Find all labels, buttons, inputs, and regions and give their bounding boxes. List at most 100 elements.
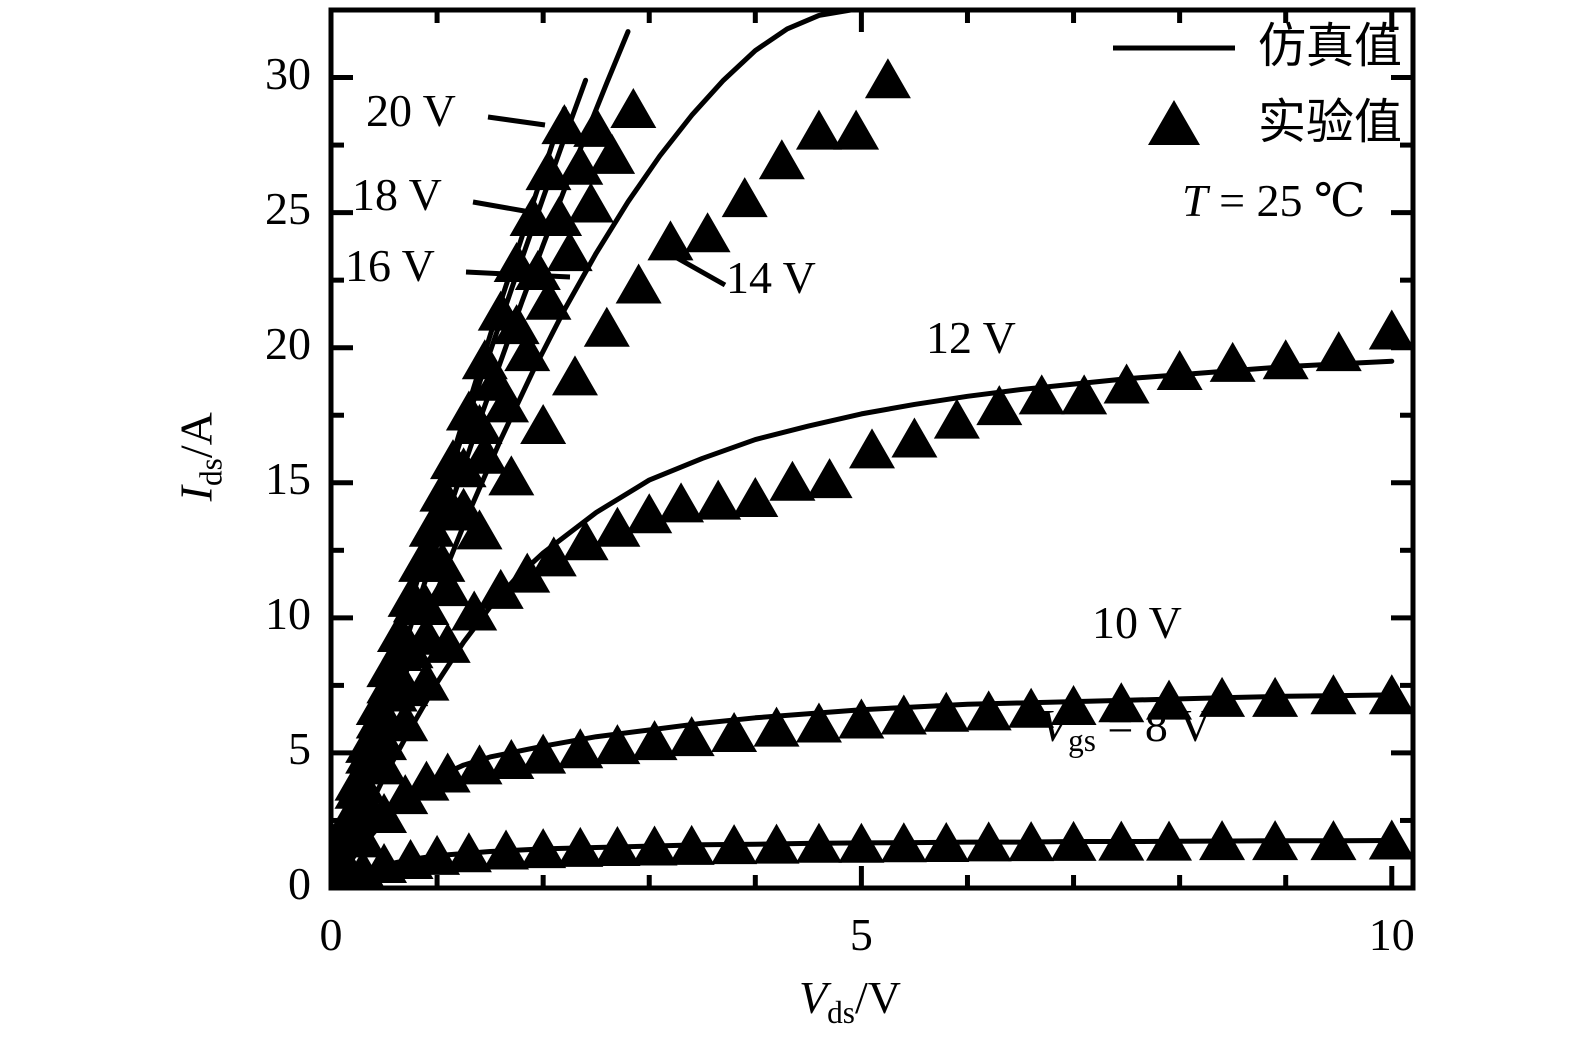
exp-marker-triangle (891, 417, 938, 458)
exp-marker-triangle (658, 482, 705, 523)
exp-marker-triangle (769, 460, 816, 501)
y-tick-label: 10 (265, 587, 311, 639)
exp-marker-triangle (461, 433, 508, 474)
exp-marker-triangle (1310, 820, 1357, 861)
exp-marker-triangle (594, 724, 641, 765)
temperature-symbol: T (1182, 175, 1208, 226)
exp-marker-triangle (424, 622, 471, 663)
exp-marker-triangle (1146, 679, 1193, 720)
exp-marker-triangle (711, 712, 758, 753)
data-series-layer (331, 10, 1413, 888)
exp-marker-triangle (419, 541, 466, 582)
exp-marker-triangle (483, 382, 530, 423)
exp-marker-triangle (965, 690, 1012, 731)
exp-marker-triangle (1199, 676, 1246, 717)
exp-marker-triangle (864, 58, 911, 99)
exp-marker-triangle (626, 493, 673, 534)
exp-marker-triangle (483, 829, 530, 870)
exp-marker-triangle (732, 476, 779, 517)
exp-marker-triangle (1061, 374, 1108, 415)
exp-marker-triangle (451, 590, 498, 631)
exp-marker-triangle (610, 87, 657, 128)
exp-marker-triangle (536, 196, 583, 237)
curve-label-18v: 18 V (352, 169, 442, 220)
exp-marker-triangle (711, 824, 758, 865)
exp-marker-triangle (594, 506, 641, 547)
curve-label-20v: 20 V (366, 85, 456, 136)
exp-marker-triangle (514, 250, 561, 291)
exp-marker-triangle (695, 479, 742, 520)
exp-marker-triangle (933, 398, 980, 439)
exp-marker-triangle (1368, 819, 1413, 860)
exp-marker-triangle (1008, 821, 1055, 862)
x-tick-label: 5 (849, 909, 873, 960)
x-axis-subscript: ds (827, 995, 855, 1031)
curve-label-14v: 14 V (726, 252, 816, 303)
y-tick-label: 5 (288, 722, 311, 774)
x-axis-symbol: V (799, 972, 828, 1023)
exp-marker-triangle (1252, 820, 1299, 861)
exp-marker-triangle (880, 694, 927, 735)
annotation-leader (472, 199, 531, 215)
exp-marker-triangle (530, 536, 577, 577)
legend-label-simulated: 仿真值 (1258, 18, 1403, 74)
curve-label-16v: 16 V (345, 240, 435, 291)
exp-marker-triangle (1103, 363, 1150, 404)
exp-marker-triangle (382, 774, 429, 815)
exp-marker-triangle (445, 832, 492, 873)
curve-label-10v: 10 V (1092, 597, 1182, 648)
exp-marker-triangle (923, 821, 970, 862)
exp-marker-triangle (525, 279, 572, 320)
annotation-leaders (465, 114, 727, 288)
exp-marker-triangle (833, 109, 880, 150)
exp-marker-triangle (1368, 674, 1413, 715)
x-axis-title: Vds/V (700, 972, 1000, 1031)
exp-marker-triangle (583, 306, 630, 347)
exp-marker-triangle (1368, 309, 1413, 350)
exp-marker-triangle (1050, 820, 1097, 861)
exp-marker-triangle (456, 509, 503, 550)
legend-triangle-sample (1148, 100, 1200, 145)
y-axis-subscript: ds (193, 458, 229, 486)
y-axis-ticks (331, 7, 1413, 891)
exp-marker-triangle (849, 428, 895, 469)
exp-marker-triangle (721, 177, 768, 218)
exp-marker-triangle (557, 728, 604, 769)
exp-marker-triangle (504, 552, 551, 593)
exp-marker-triangle (684, 212, 731, 253)
exp-marker-triangle (414, 834, 461, 875)
exp-marker-triangle (520, 404, 567, 445)
exp-marker-triangle (557, 826, 604, 867)
exp-marker-triangle (1262, 339, 1309, 380)
y-axis-symbol: I (170, 485, 222, 502)
legend-label-experimental: 实验值 (1258, 94, 1403, 150)
exp-marker-triangle (546, 231, 593, 272)
x-tick-label: 0 (319, 909, 343, 960)
y-tick-label: 25 (265, 182, 311, 234)
exp-marker-triangle (976, 385, 1023, 426)
temperature-value: = 25 ℃ (1219, 175, 1366, 226)
exp-marker-triangle (758, 139, 805, 180)
exp-marker-triangle (562, 520, 609, 561)
exp-marker-triangle (795, 822, 842, 863)
exp-marker-triangle (795, 702, 842, 743)
exp-marker-triangle (923, 691, 970, 732)
y-tick-label: 20 (265, 317, 311, 369)
exp-marker-triangle (806, 458, 853, 499)
exp-marker-triangle (1209, 341, 1256, 382)
curve-label-8v: Vgs = 8 V (1040, 703, 1212, 757)
y-tick-label: 30 (265, 47, 311, 99)
exp-marker-triangle (339, 817, 386, 858)
exp-marker-triangle (668, 824, 715, 865)
exp-marker-triangle (403, 660, 450, 701)
y-axis-title: Ids/A (170, 347, 229, 567)
temperature-annotation: T = 25 ℃ (1182, 178, 1366, 224)
exp-marker-triangle (1199, 820, 1246, 861)
x-axis-unit: /V (854, 972, 901, 1023)
exp-marker-triangle (838, 822, 885, 863)
annotation-leader (487, 114, 546, 128)
exp-marker-triangle (965, 821, 1012, 862)
exp-marker-triangle (1252, 676, 1299, 717)
y-tick-label: 0 (288, 858, 311, 909)
